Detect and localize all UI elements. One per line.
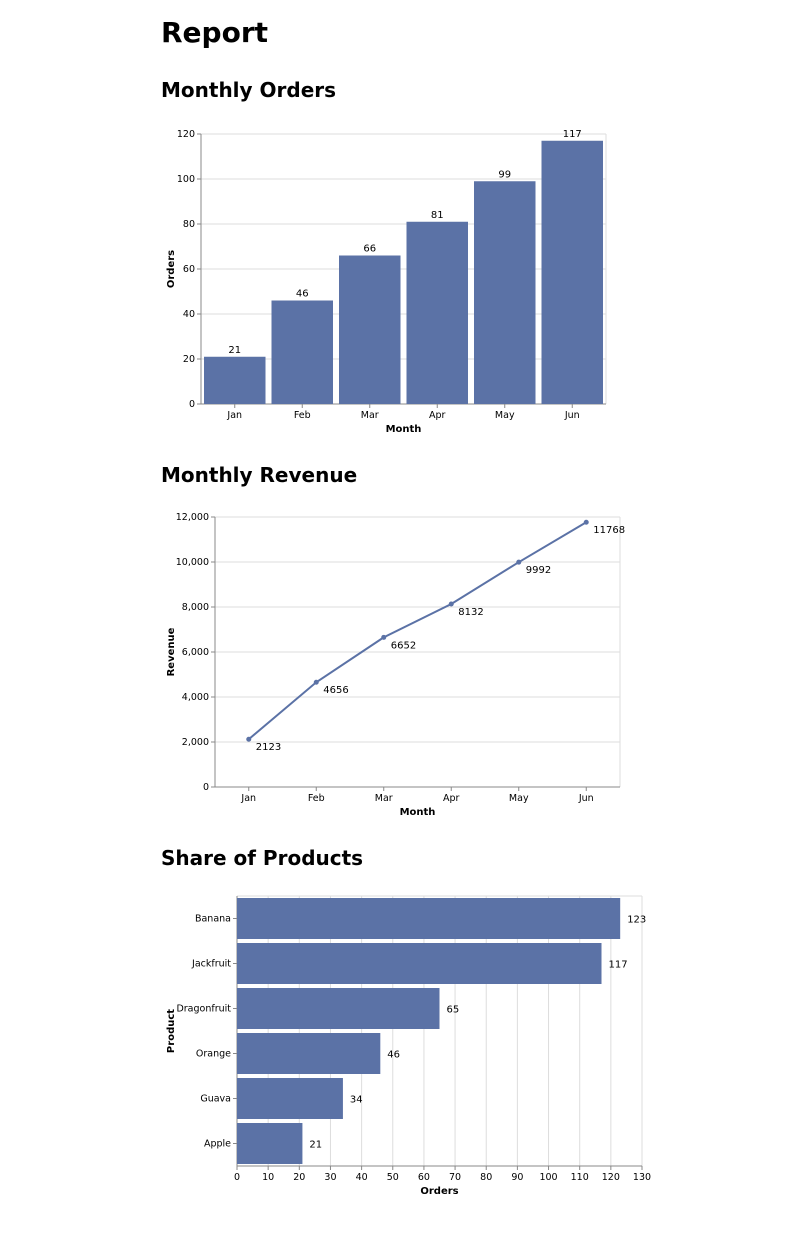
y-tick-label: 40 bbox=[183, 309, 195, 320]
data-label-jan: 21 bbox=[228, 345, 241, 356]
y-tick-label: 4,000 bbox=[182, 692, 209, 703]
data-label-dragonfruit: 65 bbox=[447, 1005, 460, 1016]
x-tick-label-apr: Apr bbox=[429, 410, 446, 421]
orders-bar-chart: 0 20 40 60 80 100 120 21 Jan 46 Feb 66 Mar 81 Apr 99 May… bbox=[166, 129, 607, 435]
data-label-mar: 6652 bbox=[391, 640, 416, 651]
revenue-series-line bbox=[248, 521, 587, 740]
y-tick-label: 0 bbox=[189, 399, 195, 410]
y-tick-label-apple: Apple bbox=[204, 1139, 231, 1150]
y-tick-label: 6,000 bbox=[182, 647, 209, 658]
bar-apr bbox=[406, 221, 468, 404]
x-tick-label-feb: Feb bbox=[308, 793, 325, 804]
point-feb bbox=[313, 679, 319, 685]
bar-guava bbox=[237, 1078, 343, 1119]
bar-apple bbox=[237, 1123, 303, 1164]
x-tick-label: 80 bbox=[480, 1172, 492, 1183]
products-bar-chart: 0 10 20 30 40 50 60 70 80 90 100 110 120 130 123 Banana… bbox=[166, 895, 651, 1197]
data-label-feb: 46 bbox=[296, 289, 309, 300]
x-tick-label: 120 bbox=[602, 1172, 620, 1183]
data-label-mar: 66 bbox=[363, 244, 376, 255]
y-tick-label-banana: Banana bbox=[195, 914, 231, 925]
bar-orange bbox=[237, 1033, 381, 1074]
bar-mar bbox=[339, 255, 401, 404]
point-mar bbox=[381, 634, 387, 640]
orders-section-title: Monthly Orders bbox=[161, 78, 337, 102]
y-tick-label: 120 bbox=[177, 129, 195, 140]
data-label-may: 99 bbox=[498, 169, 511, 180]
y-axis-title: Product bbox=[166, 1009, 177, 1053]
bar-may bbox=[474, 181, 536, 404]
bar-feb bbox=[271, 300, 333, 404]
data-label-feb: 4656 bbox=[323, 685, 348, 696]
x-tick-label: 50 bbox=[387, 1172, 399, 1183]
x-tick-label-feb: Feb bbox=[294, 410, 311, 421]
y-tick-label: 20 bbox=[183, 354, 195, 365]
data-label-may: 9992 bbox=[526, 565, 551, 576]
data-label-banana: 123 bbox=[627, 915, 646, 926]
x-tick-label-may: May bbox=[509, 793, 529, 804]
x-tick-label: 10 bbox=[262, 1172, 274, 1183]
data-label-orange: 46 bbox=[387, 1050, 400, 1061]
data-label-jun: 117 bbox=[563, 129, 582, 140]
x-tick-label: 40 bbox=[356, 1172, 368, 1183]
y-tick-label: 80 bbox=[183, 219, 195, 230]
x-tick-label-may: May bbox=[495, 410, 515, 421]
y-axis-title: Orders bbox=[166, 250, 177, 288]
bar-jan bbox=[204, 356, 266, 404]
x-tick-label: 130 bbox=[633, 1172, 651, 1183]
y-tick-label-orange: Orange bbox=[196, 1049, 231, 1060]
data-label-jackfruit: 117 bbox=[609, 960, 628, 971]
bar-dragonfruit bbox=[237, 988, 440, 1029]
point-may bbox=[516, 559, 522, 565]
x-tick-label-apr: Apr bbox=[443, 793, 460, 804]
y-tick-label: 12,000 bbox=[176, 512, 209, 523]
revenue-section-title: Monthly Revenue bbox=[161, 463, 358, 487]
x-axis-title: Month bbox=[400, 807, 436, 818]
y-axis-title: Revenue bbox=[166, 627, 177, 676]
x-axis-title: Orders bbox=[420, 1186, 458, 1197]
bar-banana bbox=[237, 898, 621, 939]
x-axis-title: Month bbox=[386, 424, 422, 435]
data-label-jun: 11768 bbox=[593, 525, 625, 536]
x-tick-label: 30 bbox=[324, 1172, 336, 1183]
y-tick-label: 8,000 bbox=[182, 602, 209, 613]
x-tick-label-jun: Jun bbox=[564, 410, 580, 421]
y-tick-label: 60 bbox=[183, 264, 195, 275]
page-title: Report bbox=[161, 16, 269, 49]
y-tick-label: 0 bbox=[203, 782, 209, 793]
point-jan bbox=[246, 736, 252, 742]
x-tick-label-jan: Jan bbox=[226, 410, 242, 421]
bar-jackfruit bbox=[237, 943, 602, 984]
data-label-jan: 2123 bbox=[256, 742, 281, 753]
x-tick-label: 70 bbox=[449, 1172, 461, 1183]
y-tick-label-dragonfruit: Dragonfruit bbox=[176, 1004, 231, 1015]
data-label-apple: 21 bbox=[309, 1140, 322, 1151]
x-tick-label: 20 bbox=[293, 1172, 305, 1183]
y-tick-label: 100 bbox=[177, 174, 195, 185]
y-tick-label-jackfruit: Jackfruit bbox=[191, 959, 231, 970]
revenue-line-chart: 0 2,000 4,000 6,000 8,000 10,000 12,000 2123 Jan… bbox=[166, 512, 625, 818]
x-tick-label-mar: Mar bbox=[375, 793, 393, 804]
data-label-guava: 34 bbox=[350, 1095, 363, 1106]
x-tick-label: 90 bbox=[511, 1172, 523, 1183]
point-jun bbox=[583, 519, 589, 525]
data-label-apr: 8132 bbox=[458, 607, 483, 618]
x-tick-label: 110 bbox=[571, 1172, 589, 1183]
y-tick-label: 10,000 bbox=[176, 557, 209, 568]
bar-jun bbox=[541, 140, 603, 404]
x-tick-label-mar: Mar bbox=[361, 410, 379, 421]
x-tick-label-jan: Jan bbox=[240, 793, 256, 804]
products-section-title: Share of Products bbox=[161, 846, 364, 870]
data-label-apr: 81 bbox=[431, 210, 444, 221]
y-tick-label: 2,000 bbox=[182, 737, 209, 748]
x-tick-label: 0 bbox=[234, 1172, 240, 1183]
y-tick-label-guava: Guava bbox=[200, 1094, 231, 1105]
x-tick-label: 100 bbox=[539, 1172, 557, 1183]
x-tick-label: 60 bbox=[418, 1172, 430, 1183]
point-apr bbox=[448, 601, 454, 607]
x-tick-label-jun: Jun bbox=[578, 793, 594, 804]
